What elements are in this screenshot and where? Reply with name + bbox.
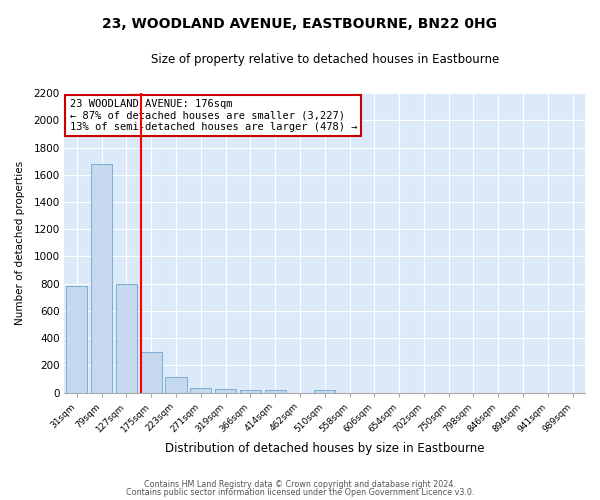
- Y-axis label: Number of detached properties: Number of detached properties: [15, 160, 25, 325]
- Bar: [215, 389, 236, 392]
- Bar: [265, 390, 286, 392]
- Text: 23, WOODLAND AVENUE, EASTBOURNE, BN22 0HG: 23, WOODLAND AVENUE, EASTBOURNE, BN22 0H…: [103, 18, 497, 32]
- Bar: [240, 390, 261, 392]
- Text: Contains HM Land Registry data © Crown copyright and database right 2024.: Contains HM Land Registry data © Crown c…: [144, 480, 456, 489]
- Bar: [91, 164, 112, 392]
- Bar: [116, 284, 137, 393]
- Bar: [166, 377, 187, 392]
- Bar: [190, 388, 211, 392]
- X-axis label: Distribution of detached houses by size in Eastbourne: Distribution of detached houses by size …: [165, 442, 484, 455]
- Text: Contains public sector information licensed under the Open Government Licence v3: Contains public sector information licen…: [126, 488, 474, 497]
- Bar: [314, 390, 335, 392]
- Bar: [67, 286, 88, 393]
- Text: 23 WOODLAND AVENUE: 176sqm
← 87% of detached houses are smaller (3,227)
13% of s: 23 WOODLAND AVENUE: 176sqm ← 87% of deta…: [70, 99, 357, 132]
- Bar: [140, 352, 162, 393]
- Title: Size of property relative to detached houses in Eastbourne: Size of property relative to detached ho…: [151, 52, 499, 66]
